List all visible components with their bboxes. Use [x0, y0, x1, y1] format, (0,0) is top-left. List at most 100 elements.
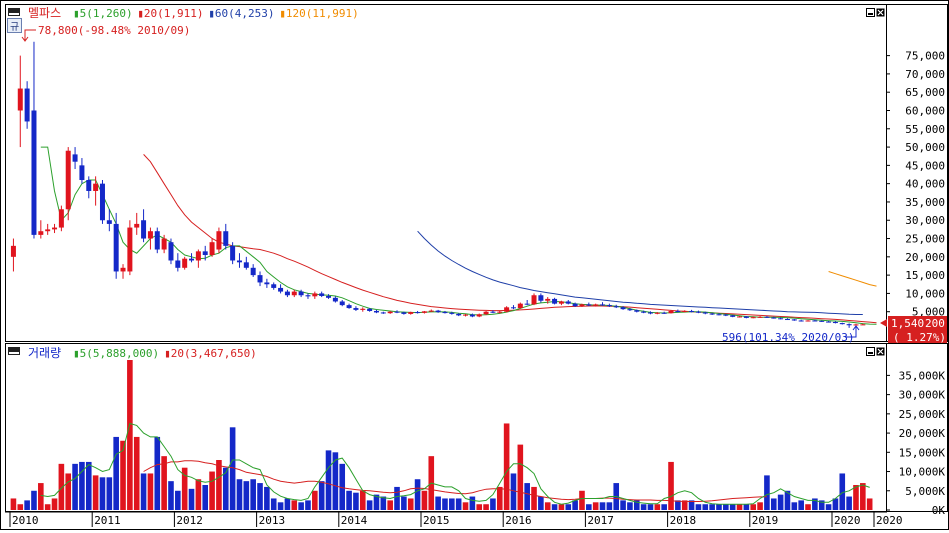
volume-bar: [264, 486, 270, 510]
min-annotation: 596(101.34% 2020/03): [722, 325, 860, 344]
candle-body: [31, 110, 37, 235]
volume-tick-label: 30,000K: [899, 389, 946, 402]
volume-bar: [681, 500, 688, 510]
volume-bar: [818, 500, 825, 510]
candle: [24, 81, 30, 129]
candle-body: [243, 262, 249, 268]
volume-bar: [572, 500, 578, 510]
volume-panel-menu-icon[interactable]: [8, 347, 20, 355]
volume-axis-border: [886, 343, 948, 512]
stock-name: 멜파스: [28, 6, 61, 20]
volume-bar: [455, 498, 462, 510]
candle: [579, 303, 585, 307]
candle-body: [689, 310, 695, 312]
volume-bar: [394, 486, 400, 510]
candle: [230, 242, 236, 265]
candle-body: [58, 209, 64, 228]
candle-body: [860, 324, 866, 326]
candle: [202, 245, 208, 261]
candle: [812, 319, 818, 322]
candle: [99, 180, 105, 224]
volume-bar: [140, 473, 147, 510]
volume-bar: [243, 481, 250, 510]
candle-body: [257, 275, 263, 283]
volume-bar: [633, 500, 640, 510]
current-price-label: 1,540: [891, 317, 924, 330]
volume-bar: [366, 500, 373, 510]
candle: [45, 223, 51, 235]
volume-bar: [729, 504, 736, 510]
volume-bar: [312, 490, 318, 510]
volume-bar: [127, 360, 133, 510]
volume-bar: [85, 461, 92, 510]
volume-bar: [435, 496, 441, 510]
candle-body: [737, 316, 743, 318]
legend-entry-0: ▮5(1,260): [73, 7, 133, 20]
volume-tick-label: 25,000K: [899, 408, 946, 421]
candle-body: [757, 316, 763, 318]
x-tick-label: 2020: [834, 514, 861, 527]
price-tick-label: 60,000: [905, 104, 945, 117]
candle-body: [627, 309, 633, 311]
candle: [483, 310, 489, 315]
volume-tick-label: 5,000K: [905, 485, 945, 498]
price-y-axis: 5,000 10,000 15,000 20,000 25,000 30,000 35,00…: [886, 50, 945, 319]
volume-bar: [702, 504, 709, 510]
candle-body: [483, 311, 489, 315]
volume-bar: [387, 500, 393, 510]
volume-close-icon[interactable]: [876, 347, 885, 356]
volume-bar: [620, 500, 626, 510]
volume-bar: [407, 498, 414, 510]
volume-bar: [257, 483, 263, 510]
candle: [798, 319, 804, 322]
candle-body: [716, 314, 722, 316]
volume-bar: [195, 479, 202, 510]
volume-minimize-icon[interactable]: [866, 347, 875, 356]
close-icon[interactable]: [876, 8, 885, 17]
candle-body: [730, 315, 736, 317]
candle: [435, 309, 441, 313]
x-tick-label: 2012: [176, 514, 203, 527]
candle: [360, 307, 366, 312]
candle-body: [326, 295, 332, 298]
candle-body: [127, 227, 133, 272]
volume-bar: [524, 483, 530, 510]
panel-menu-icon[interactable]: [8, 8, 20, 16]
candle: [93, 176, 99, 206]
candle: [456, 313, 462, 317]
candle-body: [826, 321, 832, 323]
legend-entry-2: ▮60(4,253): [208, 7, 274, 20]
price-tick-label: 45,000: [905, 159, 945, 172]
volume-tick-label: 20,000K: [899, 427, 946, 440]
volume-bar: [743, 504, 750, 510]
price-tick-label: 65,000: [905, 86, 945, 99]
candle: [504, 306, 510, 313]
candle: [257, 271, 263, 287]
minimize-icon[interactable]: [866, 8, 875, 17]
chart-type-icon[interactable]: 규: [7, 18, 22, 34]
candle-body: [360, 308, 366, 310]
volume-bar: [798, 500, 804, 510]
candle: [127, 220, 133, 276]
volume-bar: [229, 427, 236, 510]
candle-body: [517, 303, 523, 309]
candle: [38, 220, 44, 239]
candle: [552, 297, 558, 305]
candle: [593, 303, 599, 307]
volume-bar: [551, 504, 558, 510]
volume-tick-label: 0K: [932, 504, 946, 517]
volume-bar: [346, 490, 352, 510]
candle-body: [668, 310, 674, 314]
candle: [805, 320, 811, 322]
candle-body: [593, 304, 599, 306]
candle: [86, 176, 92, 199]
candle: [134, 212, 140, 235]
candle-body: [853, 324, 859, 326]
price-tick-label: 50,000: [905, 141, 945, 154]
candle-body: [661, 312, 667, 314]
volume-bar: [538, 496, 544, 510]
candle-body: [750, 317, 756, 319]
volume-bar: [92, 475, 99, 510]
